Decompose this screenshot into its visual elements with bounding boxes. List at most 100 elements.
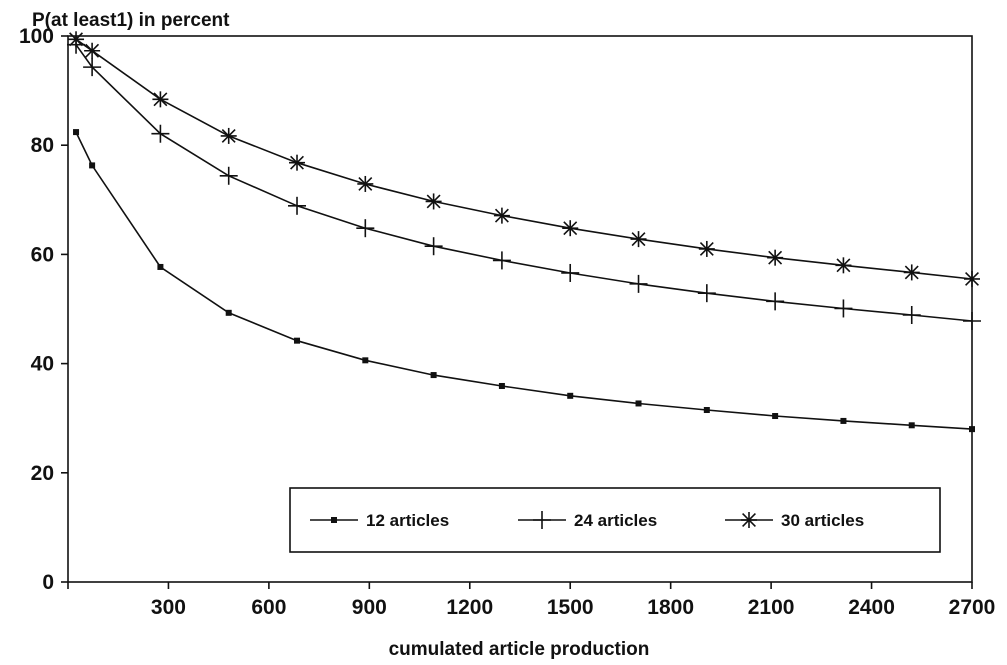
asterisk-marker-d2 [358,177,373,191]
data-point-series-1 [73,129,80,136]
data-point-series-2 [561,263,580,282]
data-point-series-1 [362,357,369,364]
data-point-series-3 [493,207,510,224]
data-point-series-3 [357,175,374,192]
data-point-series-2 [834,299,853,318]
legend-label-3: 30 articles [781,511,864,530]
asterisk-marker-d2 [85,43,100,58]
plot-frame [67,35,973,583]
asterisk-marker-d2 [494,208,509,223]
data-point-series-1 [840,417,847,424]
asterisk-marker-d2 [631,232,646,247]
data-point-series-3 [68,31,85,48]
data-point-series-3 [767,249,784,266]
legend-label-2: 24 articles [574,511,657,530]
asterisk-marker-d2 [426,194,441,209]
x-tick-label: 1500 [547,596,594,619]
square-marker-shape [362,357,369,364]
asterisk-marker-d2 [965,272,979,286]
data-point-series-3 [289,154,306,171]
data-point-series-1 [89,162,96,169]
plot-area: 0 20 40 60 80 100 300 600 900 1200 1500 1800 2100 240… [19,25,995,619]
legend-marker-2 [533,511,551,529]
legend: 12 articles 24 articles 30 articles [289,487,941,553]
data-point-series-2 [151,124,170,143]
square-marker-shape [294,337,301,344]
y-tick-label: 20 [31,462,54,485]
asterisk-marker-d2 [768,250,783,265]
asterisk-marker-d2 [290,155,304,170]
data-point-series-1 [703,407,710,414]
square-marker-shape [567,392,574,399]
y-tick-label: 80 [31,134,54,157]
series-line-2 [75,44,973,322]
asterisk-marker-d2 [563,221,578,236]
square-marker-shape [635,400,642,407]
square-marker-shape [703,407,710,414]
data-point-series-2 [629,274,648,293]
data-point-series-3 [425,193,442,210]
square-marker-shape [225,309,232,316]
x-tick-label: 300 [151,596,186,619]
legend-label-1: 12 articles [366,511,449,530]
legend-marker-1 [331,517,337,523]
data-point-series-1 [772,413,779,420]
data-point-series-3 [630,231,647,248]
data-point-series-1 [908,422,915,429]
asterisk-marker-d2 [221,128,236,143]
x-axis-title: cumulated article production [389,639,650,660]
data-point-series-2 [492,251,511,270]
data-point-series-1 [430,372,437,379]
legend-frame [289,487,941,553]
data-point-series-3 [84,42,101,59]
legend-marker-3 [741,512,757,528]
data-point-series-2 [219,166,238,185]
data-point-series-1 [567,392,574,399]
data-point-series-3 [698,240,715,257]
square-marker-shape [772,413,779,420]
data-point-series-1 [635,400,642,407]
data-point-series-2 [424,237,443,256]
y-tick-label: 60 [31,243,54,266]
asterisk-marker-d2 [69,32,84,47]
square-marker-shape [73,129,80,136]
x-tick-label: 600 [251,596,286,619]
x-tick-label: 2400 [848,596,895,619]
x-tick-label: 2700 [949,596,996,619]
square-marker-shape [969,426,975,433]
x-tick-label: 2100 [748,596,795,619]
data-point-series-1 [498,382,505,389]
data-point-series-3 [220,127,237,144]
y-tick-label: 0 [42,571,54,594]
data-point-series-2 [766,292,785,311]
x-tick-label: 1800 [647,596,694,619]
data-point-series-1 [225,309,232,316]
data-point-series-3 [964,270,980,287]
data-point-series-3 [152,91,169,108]
y-axis-title: P(at least1) in percent [32,10,230,31]
square-marker-shape [430,372,437,379]
x-tick-label: 900 [352,596,387,619]
data-point-series-2 [902,306,921,325]
y-tick-label: 100 [19,25,54,48]
data-point-series-2 [83,58,102,77]
data-point-series-2 [288,196,307,215]
series-line-1 [75,131,973,430]
data-point-series-3 [903,264,920,281]
asterisk-marker-d2 [153,92,168,107]
y-tick-label: 40 [31,353,54,376]
data-point-series-1 [294,337,301,344]
data-point-series-2 [963,312,981,331]
square-marker-shape [89,162,96,169]
x-tick-label: 1200 [446,596,493,619]
series-line-3 [75,38,973,280]
data-point-series-3 [835,257,852,274]
data-point-series-2 [697,284,716,303]
square-marker-shape [498,382,505,389]
square-marker-shape [157,263,164,270]
data-point-series-3 [562,220,579,237]
asterisk-marker-d2 [742,513,756,527]
data-point-series-1 [157,263,164,270]
asterisk-marker-d2 [836,258,851,273]
